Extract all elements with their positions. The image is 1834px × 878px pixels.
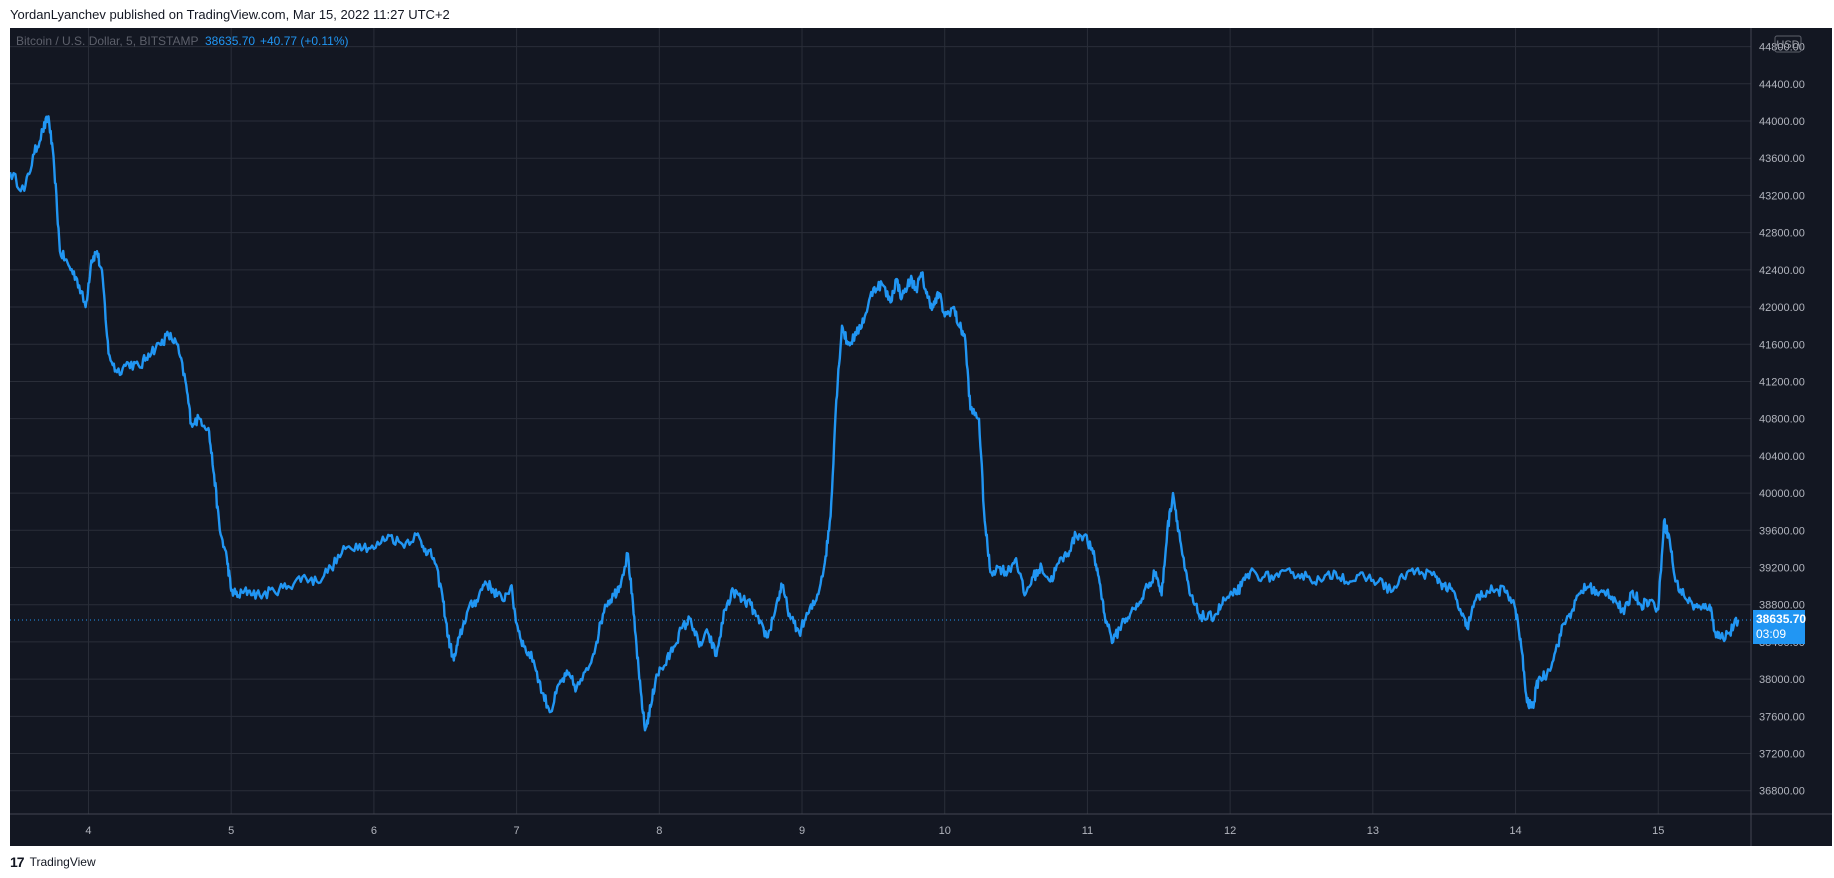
chart-area[interactable]: 36800.0037200.0037600.0038000.0038400.00… xyxy=(10,28,1832,846)
x-tick-label: 11 xyxy=(1082,825,1093,837)
grid xyxy=(10,28,1751,814)
y-tick-label: 42800.00 xyxy=(1759,228,1805,240)
y-tick-label: 38800.00 xyxy=(1759,600,1805,612)
y-tick-label: 40400.00 xyxy=(1759,451,1805,463)
x-tick-label: 12 xyxy=(1224,825,1236,837)
y-tick-label: 37600.00 xyxy=(1759,711,1805,723)
tradingview-logo-icon: 17 xyxy=(10,854,25,870)
x-tick-label: 7 xyxy=(514,825,520,837)
y-axis: 36800.0037200.0037600.0038000.0038400.00… xyxy=(1759,42,1805,798)
last-price-box xyxy=(1753,609,1805,644)
footer: 17 TradingView xyxy=(0,846,1834,878)
countdown-label: 03:09 xyxy=(1756,627,1786,641)
y-tick-label: 42000.00 xyxy=(1759,302,1805,314)
price-chart[interactable]: 36800.0037200.0037600.0038000.0038400.00… xyxy=(10,28,1832,846)
y-tick-label: 36800.00 xyxy=(1759,786,1805,798)
tradingview-logo-text: TradingView xyxy=(29,855,96,869)
symbol-name: Bitcoin / U.S. Dollar, 5, BITSTAMP xyxy=(16,34,199,48)
y-tick-label: 40000.00 xyxy=(1759,488,1805,500)
y-tick-label: 43200.00 xyxy=(1759,190,1805,202)
published-text: YordanLyanchev published on TradingView.… xyxy=(10,7,450,22)
y-tick-label: 41600.00 xyxy=(1759,339,1805,351)
last-price-label: 38635.70 xyxy=(1756,612,1806,626)
y-tick-label: 39600.00 xyxy=(1759,525,1805,537)
y-tick-label: 44800.00 xyxy=(1759,42,1805,54)
currency-badge[interactable]: USD xyxy=(1776,39,1799,51)
plot-area xyxy=(10,115,1740,732)
x-axis: 4 5 6 7 8 9 10 11 12 13 14 15 xyxy=(85,825,1664,837)
y-tick-label: 39200.00 xyxy=(1759,563,1805,575)
y-tick-label: 43600.00 xyxy=(1759,153,1805,165)
x-tick-label: 4 xyxy=(85,825,91,837)
y-tick-label: 41200.00 xyxy=(1759,376,1805,388)
x-tick-label: 8 xyxy=(656,825,662,837)
publish-header: YordanLyanchev published on TradingView.… xyxy=(0,0,1834,28)
x-tick-label: 6 xyxy=(371,825,377,837)
x-tick-label: 9 xyxy=(799,825,805,837)
symbol-change: +40.77 (+0.11%) xyxy=(260,34,349,48)
x-tick-label: 5 xyxy=(228,825,234,837)
chart-background xyxy=(10,28,1832,846)
last-price-group: 38635.70 03:09 xyxy=(10,609,1806,644)
y-tick-label: 40800.00 xyxy=(1759,414,1805,426)
x-tick-label: 15 xyxy=(1652,825,1664,837)
price-series-line xyxy=(10,115,1740,732)
symbol-price: 38635.70 xyxy=(205,34,255,48)
y-tick-label: 44000.00 xyxy=(1759,116,1805,128)
x-tick-label: 13 xyxy=(1367,825,1379,837)
y-tick-label: 37200.00 xyxy=(1759,749,1805,761)
x-tick-label: 10 xyxy=(939,825,951,837)
y-tick-label: 44400.00 xyxy=(1759,79,1805,91)
tradingview-logo[interactable]: 17 TradingView xyxy=(10,854,96,870)
x-tick-label: 14 xyxy=(1509,825,1521,837)
y-tick-label: 42400.00 xyxy=(1759,265,1805,277)
y-tick-label: 38000.00 xyxy=(1759,674,1805,686)
currency-badge-box[interactable] xyxy=(1774,35,1802,53)
